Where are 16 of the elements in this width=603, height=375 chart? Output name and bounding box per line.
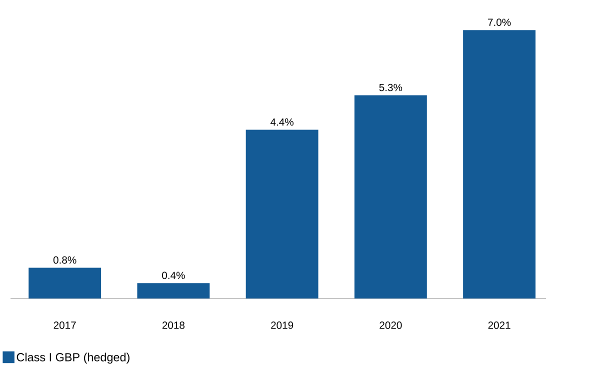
data-label: 0.4% (162, 272, 185, 279)
bar (463, 30, 536, 298)
data-label: 4.4% (270, 118, 294, 126)
bar (354, 95, 427, 298)
x-tick-label: 2020 (380, 321, 402, 329)
legend-label: Class I GBP (hedged) (16, 352, 130, 364)
bar (246, 130, 318, 298)
x-tick-label: 2018 (162, 321, 185, 329)
x-tick-label: 2017 (54, 321, 76, 329)
data-label: 7.0% (488, 18, 511, 26)
x-tick-label: 2019 (271, 321, 294, 329)
x-tick-label: 2021 (488, 321, 510, 329)
bar (28, 268, 102, 298)
data-label: 0.8% (53, 256, 76, 264)
bar (137, 282, 210, 298)
data-label: 5.3% (379, 84, 402, 91)
